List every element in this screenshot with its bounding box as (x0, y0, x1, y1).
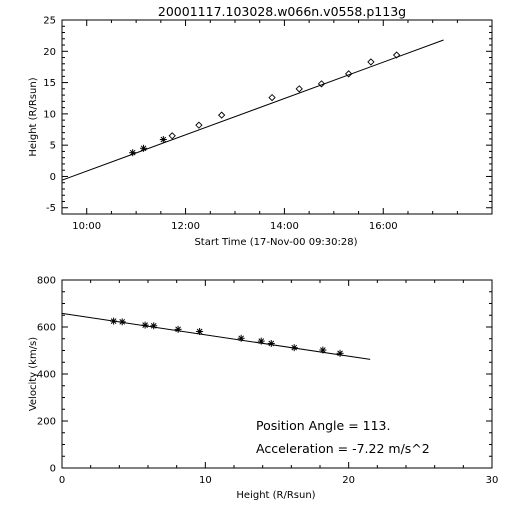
top-diamond-point (367, 58, 375, 66)
top-ticks: 10:00 12:00 14:00 16:00 -5 0 5 10 15 20 25 (43, 16, 492, 232)
bottom-asterisk-point (118, 318, 126, 326)
top-diamond-point (268, 93, 276, 102)
top-diamond-point (218, 111, 226, 119)
bottom-fit-line-group (61, 312, 371, 360)
bottom-asterisk-point (141, 321, 149, 329)
top-asterisk-point-stroke (140, 145, 147, 152)
bottom-asterisk-point-stroke (142, 322, 148, 328)
bottom-asterisk-point (174, 325, 182, 333)
top-y-tick-label: 25 (43, 16, 56, 27)
top-fit-line-group (61, 39, 444, 181)
top-asterisk-point (159, 136, 167, 144)
top-x-tick-label: 16:00 (369, 221, 398, 232)
bottom-asterisk-point-stroke (110, 318, 117, 324)
top-points (129, 51, 401, 157)
top-diamond-point (168, 132, 176, 140)
bottom-asterisk-point (336, 349, 344, 357)
height-time-chart: 10:00 12:00 14:00 16:00 -5 0 5 10 15 20 25 Start T… (28, 16, 493, 248)
top-y-tick-label: 0 (50, 172, 56, 183)
bottom-asterisk-point-stroke (196, 328, 203, 335)
bottom-asterisk-point-stroke (337, 350, 343, 357)
bottom-asterisk-point (290, 344, 298, 352)
bottom-points (110, 317, 344, 357)
bottom-x-tick-label: 10 (199, 475, 212, 486)
bottom-ticks: 0 10 20 30 0 200 400 600 800 (37, 276, 498, 487)
top-asterisk-point-stroke (160, 136, 167, 143)
top-diamond-point (317, 80, 326, 88)
bottom-asterisk-point (196, 327, 204, 335)
top-diamond-point (345, 70, 353, 78)
top-y-tick-label: 10 (43, 109, 56, 120)
top-y-tick-label: -5 (46, 203, 56, 214)
top-y-tick-label: 15 (43, 78, 56, 89)
top-asterisk-point (129, 149, 137, 157)
bottom-y-tick-label: 0 (50, 464, 56, 475)
bottom-plot-frame (61, 279, 493, 469)
top-y-tick-label: 5 (50, 141, 56, 152)
top-asterisk-point-stroke (129, 149, 136, 156)
top-y-axis-label: Height (R/Rsun) (28, 77, 39, 156)
bottom-asterisk-point (237, 334, 245, 342)
top-diamond-point (195, 121, 203, 129)
top-x-axis-label: Start Time (17-Nov-00 09:30:28) (194, 237, 357, 248)
bottom-asterisk-point (267, 339, 275, 347)
bottom-asterisk-point-stroke (175, 326, 181, 333)
bottom-y-axis-label: Velocity (km/s) (28, 337, 39, 411)
top-asterisk-point (140, 144, 148, 152)
top-diamond-point (392, 51, 401, 59)
top-fit-line (61, 39, 444, 181)
bottom-asterisk-point (319, 346, 327, 354)
position-angle-annotation: Position Angle = 113. (256, 418, 390, 433)
top-x-tick-label: 10:00 (72, 221, 101, 232)
top-x-tick-label: 14:00 (270, 221, 299, 232)
top-y-tick-label: 20 (43, 47, 56, 58)
bottom-x-tick-label: 30 (486, 475, 499, 486)
bottom-fit-line (61, 312, 371, 360)
bottom-x-tick-label: 0 (59, 475, 65, 486)
bottom-asterisk-point-stroke (258, 338, 265, 344)
acceleration-annotation: Acceleration = -7.22 m/s^2 (256, 441, 430, 456)
bottom-asterisk-point (110, 317, 118, 325)
top-plot-frame (61, 19, 493, 215)
bottom-asterisk-point (150, 322, 158, 330)
bottom-asterisk-point-stroke (268, 340, 275, 347)
bottom-asterisk-point-stroke (291, 344, 298, 351)
bottom-asterisk-point-stroke (320, 347, 326, 353)
bottom-y-tick-label: 200 (37, 417, 56, 428)
bottom-y-tick-label: 600 (37, 323, 56, 334)
bottom-asterisk-point-stroke (150, 322, 157, 329)
bottom-asterisk-point (257, 337, 265, 345)
velocity-height-chart: 0 10 20 30 0 200 400 600 800 Height (R/Rsun) Vel… (28, 276, 498, 502)
page-title: 20001117.103028.w066n.v0558.p113g (158, 4, 406, 19)
bottom-x-axis-label: Height (R/Rsun) (236, 490, 315, 501)
bottom-y-tick-label: 800 (37, 276, 56, 287)
bottom-asterisk-point-stroke (119, 319, 126, 325)
top-x-tick-label: 12:00 (171, 221, 200, 232)
bottom-asterisk-point-stroke (238, 335, 244, 342)
bottom-y-tick-label: 400 (37, 370, 56, 381)
bottom-x-tick-label: 20 (342, 475, 355, 486)
top-diamond-point (295, 85, 303, 93)
